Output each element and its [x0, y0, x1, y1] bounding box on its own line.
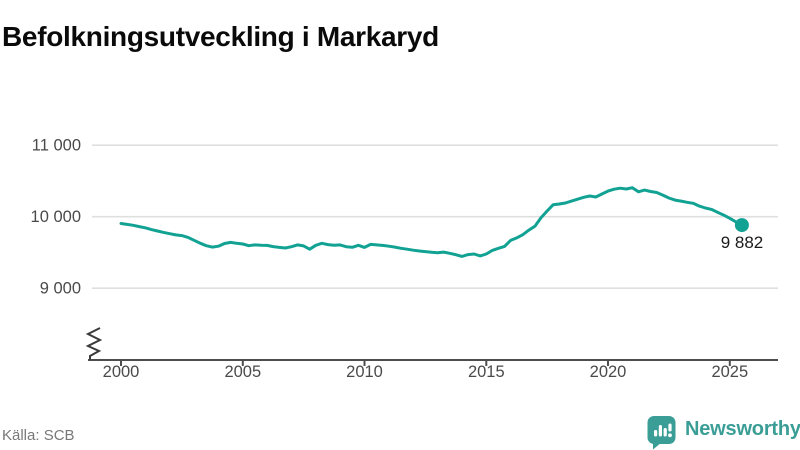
x-tick-label: 2010 — [346, 363, 383, 381]
newsworthy-logo[interactable]: Newsworthy — [647, 415, 800, 450]
population-line-series — [119, 186, 744, 258]
x-tick-label: 2000 — [103, 363, 140, 381]
newsworthy-speech-bubble-bar-chart-icon — [647, 416, 676, 450]
x-tick-label: 2025 — [711, 363, 748, 381]
last-point-dot — [734, 218, 749, 233]
x-tick-label: 2020 — [590, 363, 627, 381]
y-tick-label: 11 000 — [32, 137, 81, 155]
x-tick-label: 2005 — [224, 363, 261, 381]
y-tick-label: 10 000 — [31, 208, 81, 226]
x-tick-label: 2015 — [468, 363, 505, 381]
chart-title: Befolkningsutveckling i Markaryd — [2, 20, 439, 52]
last-value-label: 9 882 — [720, 233, 764, 252]
newsworthy-logo-text: Newsworthy — [685, 418, 800, 440]
y-tick-label: 9 000 — [40, 280, 81, 298]
axis-break-zigzag-icon — [85, 327, 103, 360]
source-label: Källa: SCB — [2, 427, 75, 444]
